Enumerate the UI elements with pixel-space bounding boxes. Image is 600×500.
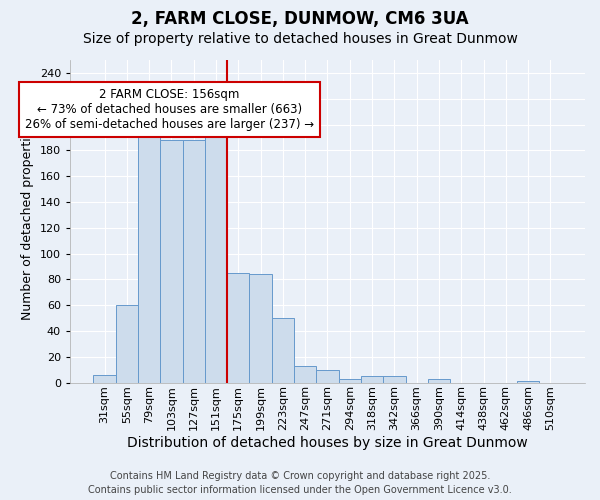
Bar: [428, 378, 450, 382]
Bar: [250, 274, 272, 382]
Text: Contains HM Land Registry data © Crown copyright and database right 2025.
Contai: Contains HM Land Registry data © Crown c…: [88, 471, 512, 495]
Bar: [205, 131, 227, 382]
Bar: [227, 273, 250, 382]
Text: Size of property relative to detached houses in Great Dunmow: Size of property relative to detached ho…: [83, 32, 517, 46]
Bar: [294, 366, 316, 382]
Bar: [316, 370, 338, 382]
Bar: [94, 375, 116, 382]
Text: 2, FARM CLOSE, DUNMOW, CM6 3UA: 2, FARM CLOSE, DUNMOW, CM6 3UA: [131, 10, 469, 28]
X-axis label: Distribution of detached houses by size in Great Dunmow: Distribution of detached houses by size …: [127, 436, 528, 450]
Bar: [138, 124, 160, 382]
Bar: [160, 140, 182, 382]
Bar: [338, 378, 361, 382]
Y-axis label: Number of detached properties: Number of detached properties: [21, 123, 34, 320]
Bar: [182, 140, 205, 382]
Text: 2 FARM CLOSE: 156sqm
← 73% of detached houses are smaller (663)
26% of semi-deta: 2 FARM CLOSE: 156sqm ← 73% of detached h…: [25, 88, 314, 132]
Bar: [116, 305, 138, 382]
Bar: [272, 318, 294, 382]
Bar: [383, 376, 406, 382]
Bar: [361, 376, 383, 382]
